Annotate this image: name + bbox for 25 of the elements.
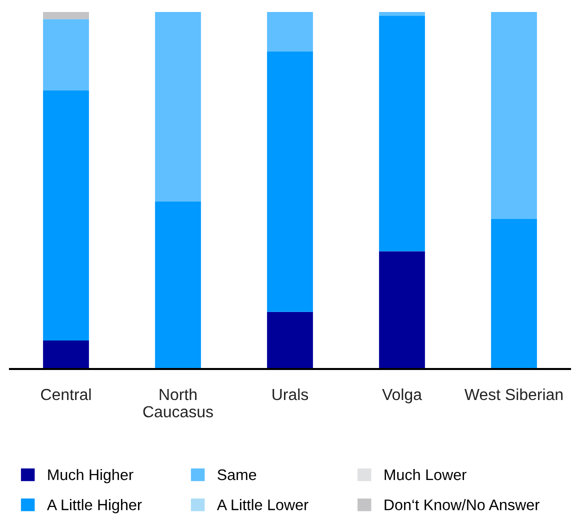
bar [267,12,313,52]
bar [267,51,313,312]
bar [43,340,89,369]
x-tick-label: Volga [382,388,422,404]
bar [379,251,425,369]
bar [491,219,537,369]
x-tick-label: Urals [272,388,308,400]
x-tick-label: North Caucasus [143,388,213,418]
legend-label: Don‘t Know/No Answer [384,499,540,510]
legend-label: Same [218,469,256,480]
bar [379,16,425,252]
legend-label: A Little Lower [216,499,308,510]
bar [43,90,89,340]
bar [155,12,201,202]
bar [491,12,537,220]
bar [379,12,425,16]
legend-label: A Little Higher [46,499,142,514]
x-tick-label: Central [41,388,91,400]
x-tick-label: West Siberian [464,388,563,400]
bar [43,19,89,91]
legend-label: Much Higher [48,468,134,484]
bar [267,312,313,369]
bar [155,201,201,369]
legend-label: Much Lower [384,468,466,480]
bar [43,12,89,20]
